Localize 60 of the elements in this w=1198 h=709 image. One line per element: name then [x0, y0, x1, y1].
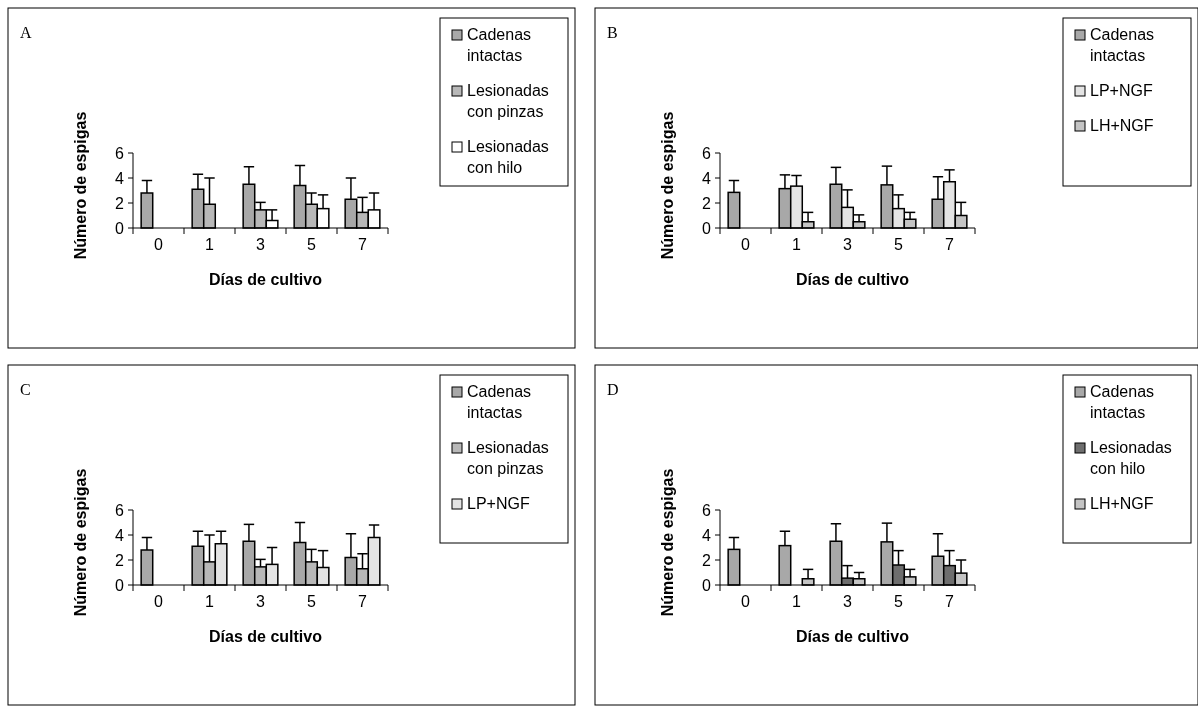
legend-label: Lesionadas con hilo — [467, 138, 549, 176]
x-tick-label: 7 — [358, 593, 368, 610]
legend-label: LP+NGF — [1090, 82, 1153, 99]
x-axis-title: Días de cultivo — [209, 628, 323, 645]
x-tick-label: 5 — [894, 593, 904, 610]
y-axis-title: Número de espigas — [659, 111, 676, 260]
x-tick-label: 3 — [256, 593, 266, 610]
x-tick-label: 7 — [945, 593, 955, 610]
y-axis-title: Número de espigas — [659, 468, 676, 617]
y-tick-label: 6 — [702, 144, 712, 162]
y-axis-title: Número de espigas — [72, 468, 89, 617]
legend-label: Cadenas intactas — [1090, 26, 1155, 64]
x-tick-label: 3 — [843, 593, 853, 610]
x-tick-label: 0 — [154, 593, 164, 610]
legend-label: Cadenas intactas — [467, 26, 532, 64]
y-tick-label: 4 — [702, 526, 712, 544]
y-tick-label: 0 — [115, 576, 125, 594]
y-axis-title: Número de espigas — [72, 111, 89, 260]
y-tick-label: 6 — [115, 144, 125, 162]
chart-title: D — [607, 381, 619, 398]
x-tick-label: 5 — [894, 236, 904, 253]
x-tick-label: 7 — [358, 236, 368, 253]
x-tick-label: 7 — [945, 236, 955, 253]
y-tick-label: 0 — [115, 219, 125, 237]
x-axis-title: Días de cultivo — [796, 628, 910, 645]
y-tick-label: 2 — [115, 551, 125, 569]
y-tick-label: 4 — [115, 169, 125, 187]
y-tick-label: 4 — [115, 526, 125, 544]
chart-title: B — [607, 24, 618, 41]
y-tick-label: 6 — [702, 501, 712, 519]
legend-label: LH+NGF — [1090, 495, 1154, 512]
legend-label: Lesionadas con hilo — [1090, 439, 1172, 477]
y-tick-label: 2 — [702, 551, 712, 569]
legend-label: LH+NGF — [1090, 117, 1154, 134]
x-tick-label: 3 — [256, 236, 266, 253]
x-tick-label: 1 — [792, 593, 802, 610]
x-tick-label: 3 — [843, 236, 853, 253]
y-tick-label: 4 — [702, 169, 712, 187]
legend-label: Lesionadas con pinzas — [467, 439, 549, 477]
chart-title: C — [20, 381, 31, 398]
x-tick-label: 0 — [741, 593, 751, 610]
legend-label: Cadenas intactas — [467, 383, 532, 421]
y-tick-label: 2 — [115, 194, 125, 212]
y-tick-label: 0 — [702, 576, 712, 594]
legend-label: Cadenas intactas — [1090, 383, 1155, 421]
x-tick-label: 0 — [741, 236, 751, 253]
legend-label: Lesionadas con pinzas — [467, 82, 549, 120]
chart-title: A — [20, 24, 32, 41]
x-tick-label: 1 — [792, 236, 802, 253]
x-axis-title: Días de cultivo — [209, 271, 323, 288]
y-tick-label: 2 — [702, 194, 712, 212]
y-tick-label: 6 — [115, 501, 125, 519]
x-axis-title: Días de cultivo — [796, 271, 910, 288]
legend-label: LP+NGF — [467, 495, 530, 512]
x-tick-label: 1 — [205, 593, 215, 610]
x-tick-label: 1 — [205, 236, 215, 253]
x-tick-label: 5 — [307, 236, 317, 253]
y-tick-label: 0 — [702, 219, 712, 237]
x-tick-label: 5 — [307, 593, 317, 610]
x-tick-label: 0 — [154, 236, 164, 253]
